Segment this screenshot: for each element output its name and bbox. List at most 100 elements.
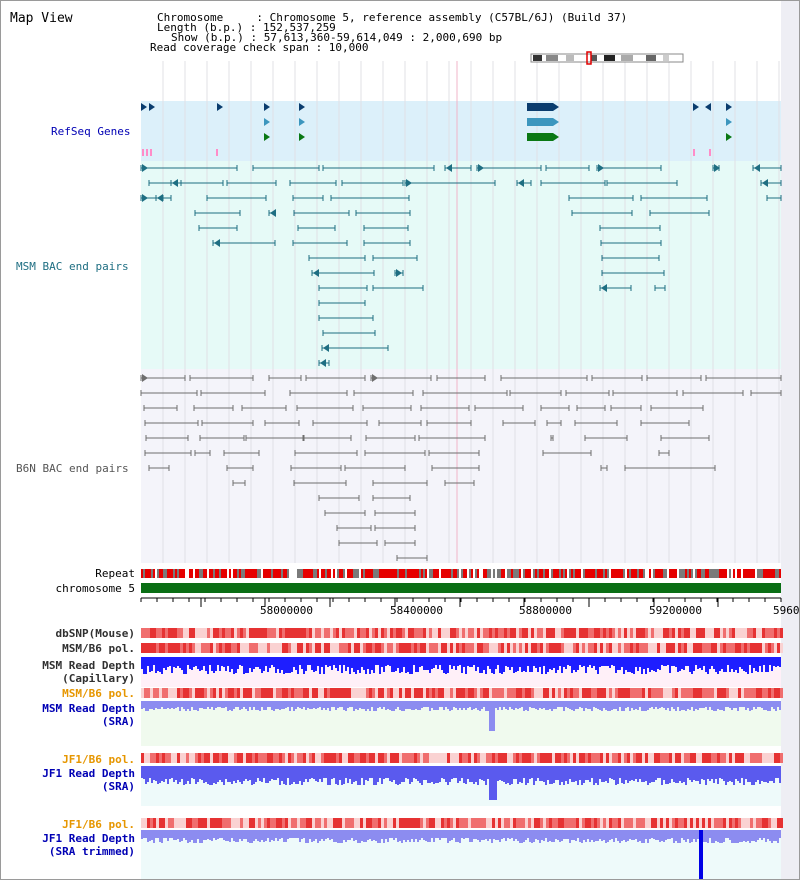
polymorphism-heat	[564, 818, 567, 828]
read-depth-bar	[483, 830, 485, 840]
read-depth-bar	[191, 830, 193, 840]
repeat-segment	[311, 569, 313, 578]
polymorphism-heat	[447, 818, 450, 828]
polymorphism-heat	[384, 818, 387, 828]
read-depth-bar	[571, 830, 573, 840]
read-depth-bar	[415, 830, 417, 839]
read-depth-bar	[217, 830, 219, 839]
read-depth-bar	[235, 830, 237, 842]
track-label-msm-depth-sra-sub: (SRA)	[101, 715, 135, 728]
polymorphism-heat	[576, 818, 579, 828]
read-depth-bar	[301, 830, 303, 839]
read-depth-bar	[455, 701, 457, 708]
repeat-segment	[479, 569, 481, 578]
polymorphism-heat	[729, 643, 732, 653]
read-depth-bar	[491, 701, 493, 731]
read-depth-bar	[775, 766, 777, 778]
track-label-b6n-bac[interactable]: B6N BAC end pairs	[16, 462, 129, 475]
polymorphism-heat	[534, 818, 537, 828]
repeat-segment	[293, 569, 295, 578]
polymorphism-heat	[774, 753, 777, 763]
polymorphism-heat	[723, 818, 726, 828]
polymorphism-heat	[702, 753, 705, 763]
polymorphism-heat	[750, 628, 753, 638]
read-depth-bar	[603, 830, 605, 840]
read-depth-bar	[501, 766, 503, 781]
read-depth-bar	[475, 701, 477, 708]
read-depth-bar	[715, 766, 717, 779]
repeat-segment	[365, 569, 367, 578]
polymorphism-heat	[405, 753, 408, 763]
polymorphism-heat	[708, 818, 711, 828]
polymorphism-heat	[438, 688, 441, 698]
polymorphism-heat	[636, 628, 639, 638]
read-depth-bar	[737, 701, 739, 711]
polymorphism-heat	[315, 688, 318, 698]
read-depth-bar	[595, 830, 597, 841]
read-depth-bar	[593, 766, 595, 785]
repeat-segment	[645, 569, 647, 578]
polymorphism-heat	[426, 688, 429, 698]
read-depth-bar	[305, 830, 307, 843]
read-depth-bar	[507, 657, 509, 667]
polymorphism-heat	[585, 643, 588, 653]
polymorphism-heat	[159, 753, 162, 763]
polymorphism-heat	[300, 643, 303, 653]
read-depth-bar	[149, 830, 151, 841]
read-depth-bar	[387, 657, 389, 665]
polymorphism-heat	[600, 643, 603, 653]
track-label-refseq[interactable]: RefSeq Genes	[51, 125, 131, 138]
read-depth-bar	[267, 701, 269, 707]
repeat-segment	[185, 569, 187, 578]
read-depth-bar	[381, 766, 383, 784]
read-depth-bar	[671, 657, 673, 666]
polymorphism-heat	[363, 818, 366, 828]
polymorphism-heat	[147, 643, 150, 653]
repeat-segment	[409, 569, 411, 578]
polymorphism-heat	[660, 688, 663, 698]
polymorphism-heat	[360, 753, 363, 763]
repeat-segment	[395, 569, 397, 578]
read-depth-bar	[285, 830, 287, 842]
polymorphism-heat	[738, 753, 741, 763]
repeat-segment	[351, 569, 353, 578]
read-depth-bar	[453, 657, 455, 666]
read-depth-bar	[581, 830, 583, 843]
polymorphism-heat	[369, 818, 372, 828]
read-depth-bar	[425, 657, 427, 670]
read-depth-bar	[607, 766, 609, 783]
read-depth-bar	[231, 657, 233, 669]
refseq-tick	[693, 149, 695, 156]
read-depth-bar	[389, 766, 391, 781]
polymorphism-heat	[447, 628, 450, 638]
read-depth-bar	[317, 766, 319, 782]
read-depth-bar	[309, 701, 311, 709]
polymorphism-heat	[294, 818, 297, 828]
read-depth-bar	[691, 766, 693, 782]
polymorphism-heat	[174, 628, 177, 638]
read-depth-bar	[635, 830, 637, 839]
polymorphism-heat	[756, 643, 759, 653]
repeat-segment	[415, 569, 417, 578]
read-depth-bar	[185, 701, 187, 711]
polymorphism-heat	[729, 628, 732, 638]
read-depth-bar	[187, 766, 189, 781]
read-depth-bar	[419, 830, 421, 840]
polymorphism-heat	[774, 643, 777, 653]
read-depth-bar	[739, 657, 741, 667]
repeat-segment	[589, 569, 591, 578]
polymorphism-heat	[417, 818, 420, 828]
polymorphism-heat	[669, 753, 672, 763]
read-depth-bar	[645, 657, 647, 674]
read-depth-bar	[543, 701, 545, 708]
read-depth-bar	[317, 830, 319, 843]
refseq-tick	[150, 149, 152, 156]
polymorphism-heat	[144, 628, 147, 638]
read-depth-bar	[445, 766, 447, 782]
track-label-msm-bac[interactable]: MSM BAC end pairs	[16, 260, 129, 273]
read-depth-bar	[577, 701, 579, 709]
read-depth-bar	[345, 657, 347, 671]
repeat-segment	[739, 569, 741, 578]
read-depth-bar	[729, 701, 731, 708]
